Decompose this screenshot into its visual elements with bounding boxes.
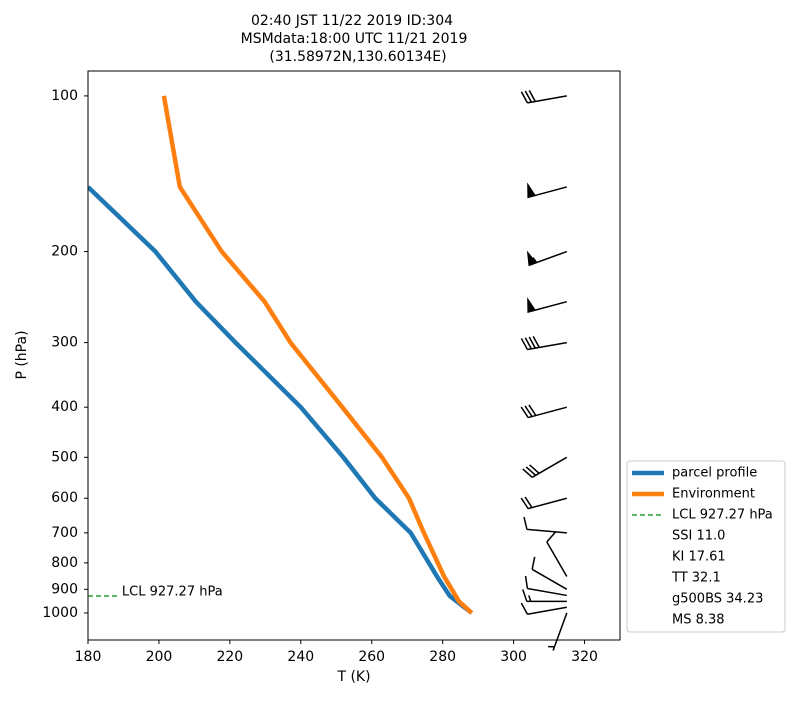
- legend-note: SSI 11.0: [672, 529, 725, 544]
- wind-barb: [526, 250, 568, 267]
- wind-barb: [520, 496, 567, 510]
- y-tick-label: 1000: [42, 605, 78, 621]
- plot-frame: [87, 70, 621, 641]
- x-tick-label: 180: [75, 649, 102, 665]
- wind-barb: [523, 516, 567, 534]
- x-tick-label: 300: [500, 649, 527, 665]
- legend-label: parcel profile: [672, 466, 757, 481]
- x-axis-label: T (K): [336, 669, 370, 685]
- x-tick-label: 240: [287, 649, 314, 665]
- x-tick-label: 220: [216, 649, 243, 665]
- x-tick-label: 260: [358, 649, 385, 665]
- legend-note: KI 17.61: [672, 550, 726, 565]
- wind-barb: [524, 575, 567, 597]
- legend-note: MS 8.38: [672, 613, 725, 628]
- y-tick-label: 400: [51, 399, 78, 415]
- y-tick-label: 500: [51, 449, 78, 465]
- profile-line: [161, 95, 474, 615]
- y-tick-label: 700: [51, 525, 78, 541]
- legend-box: [626, 460, 786, 633]
- lcl-annotation: LCL 927.27 hPa: [122, 584, 223, 599]
- wind-barb: [520, 335, 567, 351]
- wind-barb: [522, 589, 567, 603]
- wind-barb: [520, 404, 567, 419]
- legend-label: Environment: [672, 487, 755, 502]
- wind-barb: [520, 89, 567, 104]
- wind-barb: [520, 602, 567, 615]
- wind-barb: [531, 556, 568, 590]
- x-tick-label: 200: [146, 649, 173, 665]
- chart-subtitle: MSMdata:18:00 UTC 11/21 2019: [241, 31, 468, 47]
- chart-subtitle: (31.58972N,130.60134E): [269, 49, 446, 65]
- wind-barb: [522, 456, 568, 478]
- y-tick-label: 600: [51, 490, 78, 506]
- y-tick-label: 800: [51, 555, 78, 571]
- y-tick-label: 900: [51, 581, 78, 597]
- y-tick-label: 100: [51, 88, 78, 104]
- wind-barb: [546, 531, 568, 577]
- legend-label: LCL 927.27 hPa: [672, 508, 773, 523]
- x-tick-label: 320: [571, 649, 598, 665]
- y-tick-label: 300: [51, 335, 78, 351]
- chart-title: 02:40 JST 11/22 2019 ID:304: [251, 13, 453, 29]
- x-tick-label: 280: [429, 649, 456, 665]
- plot-area: [88, 95, 474, 615]
- legend-note: g500BS 34.23: [672, 592, 763, 607]
- y-tick-label: 200: [51, 244, 78, 260]
- profile-line: [88, 185, 474, 615]
- y-axis-label: P (hPa): [14, 330, 30, 379]
- wind-barb: [527, 182, 567, 199]
- legend-note: TT 32.1: [671, 571, 721, 586]
- wind-barb: [548, 612, 568, 651]
- wind-barb: [527, 297, 567, 313]
